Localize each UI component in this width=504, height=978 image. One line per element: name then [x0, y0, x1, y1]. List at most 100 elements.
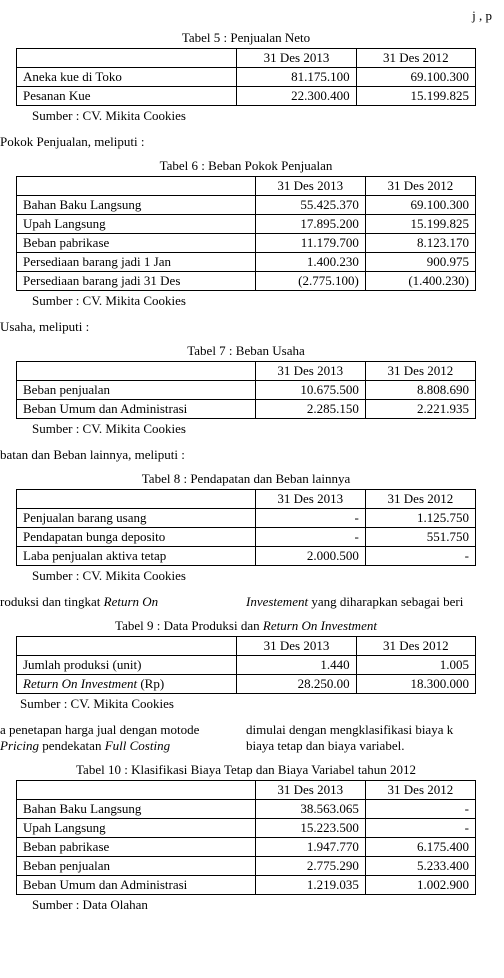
table9-caption: Tabel 9 : Data Produksi dan Return On In… — [0, 618, 492, 634]
table10-caption: Tabel 10 : Klasifikasi Biaya Tetap dan B… — [0, 762, 492, 778]
table9-col2: 31 Des 2012 — [356, 637, 475, 656]
table-row: Beban Umum dan Administrasi1.219.0351.00… — [17, 876, 476, 895]
text: pendekatan — [39, 738, 105, 753]
cell-label: Aneka kue di Toko — [17, 68, 237, 87]
table-row: Bahan Baku Langsung38.563.065- — [17, 800, 476, 819]
table-row: Beban penjualan2.775.2905.233.400 — [17, 857, 476, 876]
table8-col2: 31 Des 2012 — [365, 490, 475, 509]
table-row: Beban pabrikase11.179.7008.123.170 — [17, 234, 476, 253]
italic-text: Full Costing — [105, 738, 170, 753]
cell-value: 81.175.100 — [237, 68, 356, 87]
cell-value: 2.775.290 — [255, 857, 365, 876]
table10-col1: 31 Des 2013 — [255, 781, 365, 800]
table-row: Laba penjualan aktiva tetap2.000.500- — [17, 547, 476, 566]
para-b-left-line2: Pricing pendekatan Full Costing — [0, 738, 226, 754]
para-b-left: a penetapan harga jual dengan motode Pri… — [0, 722, 226, 754]
cell-value: - — [365, 547, 475, 566]
label-text: Jumlah produksi (unit) — [23, 657, 141, 672]
table6-col1: 31 Des 2013 — [255, 177, 365, 196]
table9-source: Sumber : CV. Mikita Cookies — [20, 696, 492, 712]
caption-italic: Return On Investment — [263, 618, 377, 633]
para-b-right-line1: dimulai dengan mengklasifikasi biaya k — [246, 722, 492, 738]
cell-label: Laba penjualan aktiva tetap — [17, 547, 256, 566]
italic-text: Return On — [104, 594, 159, 609]
table-row: Upah Langsung15.223.500- — [17, 819, 476, 838]
table-row: Return On Investment (Rp) 28.250.00 18.3… — [17, 675, 476, 694]
label-text: (Rp) — [137, 676, 164, 691]
table5-header-row: 31 Des 2013 31 Des 2012 — [17, 49, 476, 68]
table10: 31 Des 2013 31 Des 2012 Bahan Baku Langs… — [16, 780, 476, 895]
cell-value: 17.895.200 — [255, 215, 365, 234]
heading-usaha: Usaha, meliputi : — [0, 319, 492, 335]
table-row: Pesanan Kue 22.300.400 15.199.825 — [17, 87, 476, 106]
cell-label: Beban penjualan — [17, 381, 256, 400]
table10-header-row: 31 Des 2013 31 Des 2012 — [17, 781, 476, 800]
cell-value: 1.400.230 — [255, 253, 365, 272]
table7-caption: Tabel 7 : Beban Usaha — [0, 343, 492, 359]
cell-value: 5.233.400 — [365, 857, 475, 876]
cell-value: 1.002.900 — [365, 876, 475, 895]
label-italic: Return On Investment — [23, 676, 137, 691]
table5-source: Sumber : CV. Mikita Cookies — [32, 108, 492, 124]
table5-col2: 31 Des 2012 — [356, 49, 475, 68]
cell-value: 8.808.690 — [365, 381, 475, 400]
paragraph-split-b: a penetapan harga jual dengan motode Pri… — [0, 722, 492, 754]
cell-value: 15.199.825 — [356, 87, 475, 106]
italic-text: Pricing — [0, 738, 39, 753]
cell-value: 1.947.770 — [255, 838, 365, 857]
table-row: Persediaan barang jadi 31 Des(2.775.100)… — [17, 272, 476, 291]
cell-label: Persediaan barang jadi 1 Jan — [17, 253, 256, 272]
cell-value: 6.175.400 — [365, 838, 475, 857]
cell-value: 22.300.400 — [237, 87, 356, 106]
table-row: Persediaan barang jadi 1 Jan1.400.230900… — [17, 253, 476, 272]
table8-caption: Tabel 8 : Pendapatan dan Beban lainnya — [0, 471, 492, 487]
table-row: Aneka kue di Toko 81.175.100 69.100.300 — [17, 68, 476, 87]
cell-label: Beban penjualan — [17, 857, 256, 876]
cell-value: 28.250.00 — [237, 675, 356, 694]
cell-label: Beban pabrikase — [17, 234, 256, 253]
text: yang diharapkan sebagai beri — [308, 594, 463, 609]
cell-label: Jumlah produksi (unit) — [17, 656, 237, 675]
caption-text: Tabel 9 : Data Produksi dan — [115, 618, 263, 633]
cell-value: 38.563.065 — [255, 800, 365, 819]
table6-col2: 31 Des 2012 — [365, 177, 475, 196]
table-row: Beban penjualan10.675.5008.808.690 — [17, 381, 476, 400]
cell-label: Penjualan barang usang — [17, 509, 256, 528]
text: roduksi dan tingkat — [0, 594, 104, 609]
cell-value: 15.223.500 — [255, 819, 365, 838]
table-row: Penjualan barang usang-1.125.750 — [17, 509, 476, 528]
cell-label: Pesanan Kue — [17, 87, 237, 106]
cell-label: Upah Langsung — [17, 819, 256, 838]
cell-value: 15.199.825 — [365, 215, 475, 234]
table10-col2: 31 Des 2012 — [365, 781, 475, 800]
cell-value: 55.425.370 — [255, 196, 365, 215]
para-b-right: dimulai dengan mengklasifikasi biaya k b… — [246, 722, 492, 754]
italic-text: Investement — [246, 594, 308, 609]
cell-label: Beban Umum dan Administrasi — [17, 876, 256, 895]
table9-header-row: 31 Des 2013 31 Des 2012 — [17, 637, 476, 656]
cell-value: 1.125.750 — [365, 509, 475, 528]
table-row: Upah Langsung17.895.20015.199.825 — [17, 215, 476, 234]
table6-caption: Tabel 6 : Beban Pokok Penjualan — [0, 158, 492, 174]
table10-source: Sumber : Data Olahan — [32, 897, 492, 913]
cell-value: 8.123.170 — [365, 234, 475, 253]
table6-header-row: 31 Des 2013 31 Des 2012 — [17, 177, 476, 196]
para-a-left: roduksi dan tingkat Return On — [0, 594, 226, 610]
table8-source: Sumber : CV. Mikita Cookies — [32, 568, 492, 584]
table9: 31 Des 2013 31 Des 2012 Jumlah produksi … — [16, 636, 476, 694]
cell-value: 1.005 — [356, 656, 475, 675]
para-b-left-line1: a penetapan harga jual dengan motode — [0, 722, 226, 738]
table-row: Beban Umum dan Administrasi2.285.1502.22… — [17, 400, 476, 419]
cell-value: 69.100.300 — [365, 196, 475, 215]
cell-value: 18.300.000 — [356, 675, 475, 694]
table-row: Jumlah produksi (unit) 1.440 1.005 — [17, 656, 476, 675]
cell-value: 2.221.935 — [365, 400, 475, 419]
table-row: Pendapatan bunga deposito-551.750 — [17, 528, 476, 547]
cell-label: Beban Umum dan Administrasi — [17, 400, 256, 419]
table-row: Bahan Baku Langsung55.425.37069.100.300 — [17, 196, 476, 215]
paragraph-split-a: roduksi dan tingkat Return On Investemen… — [0, 594, 492, 610]
cell-label: Persediaan barang jadi 31 Des — [17, 272, 256, 291]
cell-value: 69.100.300 — [356, 68, 475, 87]
cell-value: - — [365, 819, 475, 838]
partial-text-top: j , p — [0, 8, 492, 24]
